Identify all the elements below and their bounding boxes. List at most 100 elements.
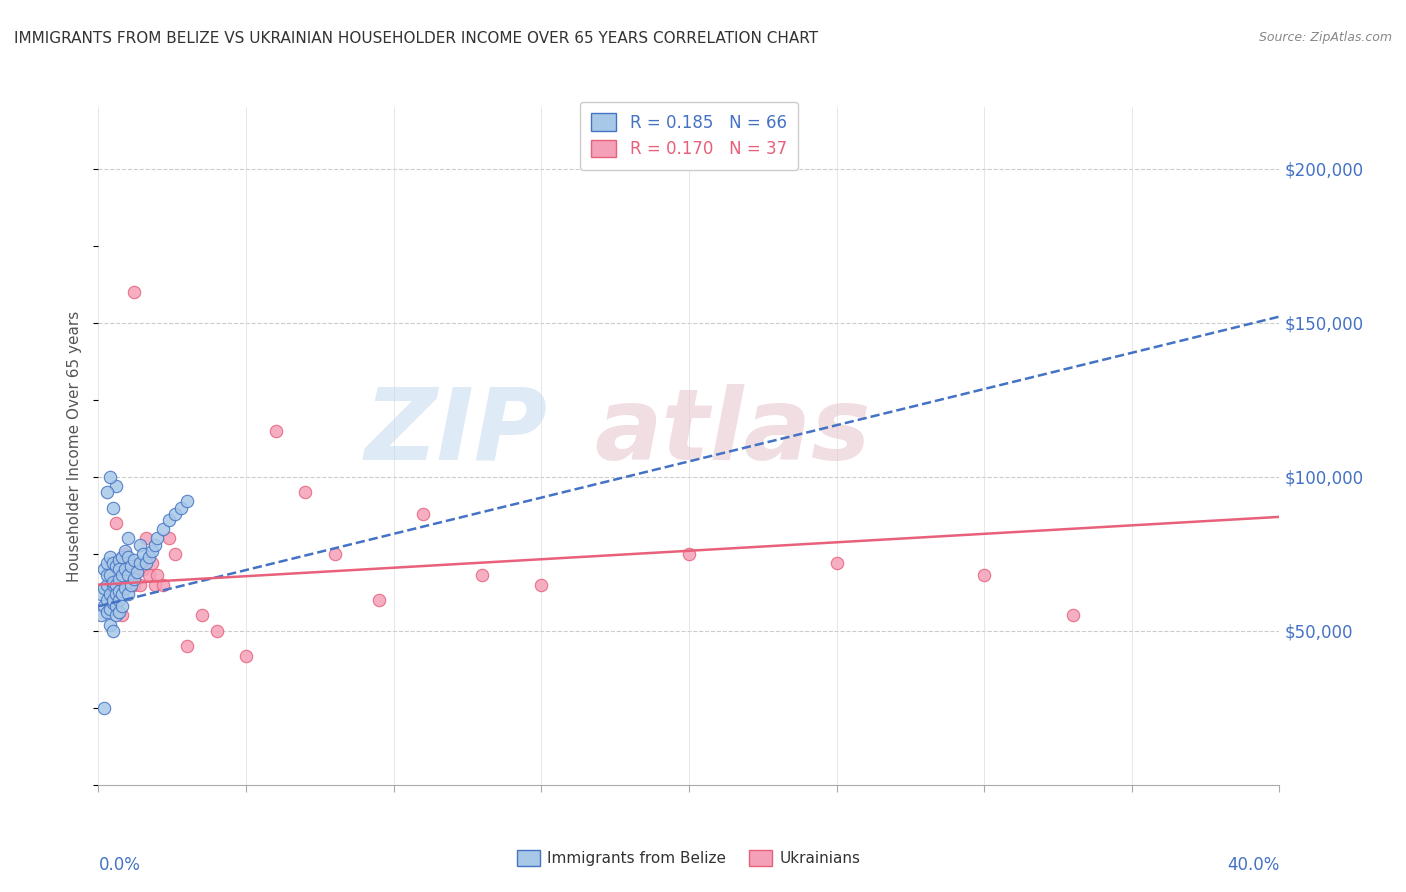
Point xyxy=(96,485,118,500)
Point xyxy=(98,549,121,564)
Point xyxy=(114,562,136,576)
Point xyxy=(294,485,316,500)
Point xyxy=(96,577,118,591)
Point xyxy=(108,606,131,620)
Point xyxy=(323,547,346,561)
Point xyxy=(108,577,131,591)
Point xyxy=(132,562,155,576)
Point xyxy=(122,577,145,591)
Text: IMMIGRANTS FROM BELIZE VS UKRAINIAN HOUSEHOLDER INCOME OVER 65 YEARS CORRELATION: IMMIGRANTS FROM BELIZE VS UKRAINIAN HOUS… xyxy=(14,31,818,46)
Point xyxy=(146,532,169,546)
Point xyxy=(138,549,160,564)
Point xyxy=(105,577,128,591)
Point xyxy=(235,648,257,663)
Point xyxy=(108,593,131,607)
Point xyxy=(103,624,125,638)
Point xyxy=(114,543,136,558)
Point xyxy=(111,568,134,582)
Point xyxy=(530,577,553,591)
Text: atlas: atlas xyxy=(595,384,870,481)
Point xyxy=(108,553,131,567)
Point xyxy=(114,547,136,561)
Point xyxy=(152,522,174,536)
Point xyxy=(141,556,163,570)
Point xyxy=(125,566,148,580)
Point xyxy=(117,549,139,564)
Point xyxy=(111,587,134,601)
Legend: R = 0.185   N = 66, R = 0.170   N = 37: R = 0.185 N = 66, R = 0.170 N = 37 xyxy=(579,102,799,169)
Point xyxy=(157,532,180,546)
Point xyxy=(98,602,121,616)
Y-axis label: Householder Income Over 65 years: Householder Income Over 65 years xyxy=(67,310,83,582)
Point xyxy=(90,608,112,623)
Point xyxy=(111,608,134,623)
Point xyxy=(412,507,434,521)
Point xyxy=(191,608,214,623)
Point xyxy=(973,568,995,582)
Point xyxy=(111,549,134,564)
Text: Source: ZipAtlas.com: Source: ZipAtlas.com xyxy=(1258,31,1392,45)
Point xyxy=(98,617,121,632)
Point xyxy=(176,640,198,654)
Point xyxy=(120,556,142,570)
Point xyxy=(120,559,142,574)
Point xyxy=(93,701,115,715)
Point xyxy=(120,577,142,591)
Point xyxy=(117,568,139,582)
Point xyxy=(93,581,115,595)
Point xyxy=(205,624,228,638)
Point xyxy=(105,479,128,493)
Point xyxy=(105,516,128,530)
Point xyxy=(117,568,139,582)
Text: 40.0%: 40.0% xyxy=(1227,856,1279,874)
Point xyxy=(93,562,115,576)
Point xyxy=(103,556,125,570)
Point xyxy=(135,556,157,570)
Point xyxy=(135,532,157,546)
Point xyxy=(1062,608,1084,623)
Text: ZIP: ZIP xyxy=(364,384,547,481)
Point xyxy=(103,593,125,607)
Point xyxy=(128,577,150,591)
Point xyxy=(103,500,125,515)
Point xyxy=(96,593,118,607)
Point xyxy=(96,568,118,582)
Point xyxy=(111,599,134,614)
Point xyxy=(105,587,128,601)
Point xyxy=(678,547,700,561)
Point xyxy=(108,562,131,576)
Point xyxy=(157,513,180,527)
Point xyxy=(264,424,287,438)
Point xyxy=(103,596,125,610)
Point xyxy=(122,285,145,299)
Point xyxy=(122,553,145,567)
Point xyxy=(825,556,848,570)
Point xyxy=(114,581,136,595)
Text: 0.0%: 0.0% xyxy=(98,856,141,874)
Point xyxy=(105,556,128,570)
Point xyxy=(143,538,166,552)
Point xyxy=(152,577,174,591)
Point xyxy=(170,500,193,515)
Point xyxy=(138,568,160,582)
Point xyxy=(96,606,118,620)
Point xyxy=(103,577,125,591)
Point xyxy=(141,543,163,558)
Point xyxy=(122,572,145,586)
Point xyxy=(105,599,128,614)
Point xyxy=(103,574,125,589)
Point xyxy=(128,556,150,570)
Point xyxy=(125,562,148,576)
Point xyxy=(98,568,121,582)
Point xyxy=(108,572,131,586)
Point xyxy=(117,532,139,546)
Point xyxy=(103,568,125,582)
Point xyxy=(132,547,155,561)
Point xyxy=(128,538,150,552)
Point xyxy=(117,587,139,601)
Point xyxy=(165,507,187,521)
Point xyxy=(105,559,128,574)
Point xyxy=(111,562,134,576)
Point xyxy=(143,577,166,591)
Point xyxy=(165,547,187,561)
